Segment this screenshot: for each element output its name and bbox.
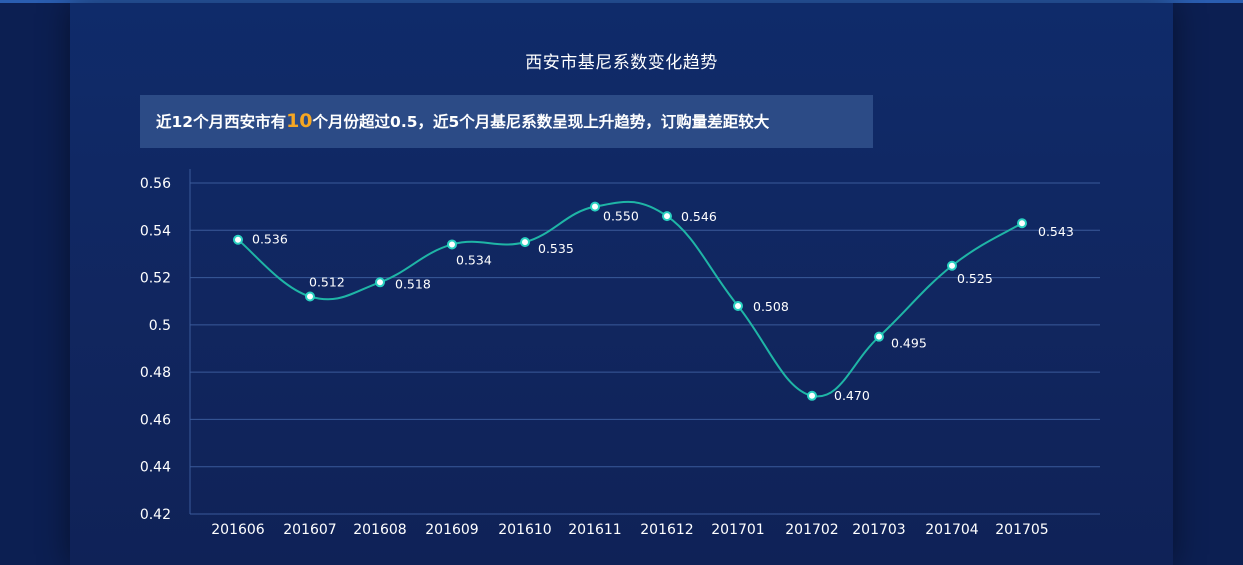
data-value-label: 0.536	[252, 232, 288, 247]
summary-highlight-count: 10	[286, 110, 313, 132]
x-tick-label: 201610	[498, 522, 551, 538]
data-point-marker	[874, 331, 884, 342]
data-point-marker	[520, 237, 530, 248]
y-tick-label: 0.42	[140, 507, 171, 523]
x-tick-label: 201702	[785, 522, 838, 538]
data-value-label: 0.546	[681, 209, 717, 224]
data-value-label: 0.470	[834, 388, 870, 403]
x-tick-label: 201703	[852, 522, 905, 538]
data-value-label: 0.543	[1038, 224, 1074, 239]
data-value-label: 0.534	[456, 252, 492, 267]
series-line	[237, 200, 1023, 398]
y-tick-label: 0.54	[140, 223, 171, 239]
chart-title: 西安市基尼系数变化趋势	[525, 53, 718, 73]
data-point-marker	[1017, 218, 1027, 229]
y-tick-label: 0.56	[140, 176, 171, 192]
data-point-marker	[662, 211, 672, 222]
x-tick-label: 201611	[568, 522, 621, 538]
summary-suffix: 个月份超过0.5，近5个月基尼系数呈现上升趋势，订购量差距较大	[312, 113, 770, 131]
top-accent-line	[0, 0, 1243, 3]
x-tick-label: 201609	[425, 522, 478, 538]
data-value-label: 0.495	[891, 336, 927, 351]
x-tick-label: 201704	[925, 522, 979, 538]
x-axis-ticks: 201606 201607 201608 201609 201610 201611 2016…	[211, 522, 1048, 538]
x-tick-label: 201612	[640, 522, 693, 538]
y-tick-label: 0.46	[140, 412, 171, 428]
x-tick-label: 201607	[283, 522, 336, 538]
summary-banner: 近12个月西安市有10个月份超过0.5，近5个月基尼系数呈现上升趋势，订购量差距…	[140, 95, 873, 148]
data-point-marker	[590, 201, 600, 212]
data-value-label: 0.512	[309, 274, 345, 289]
data-point-marker	[233, 234, 243, 245]
x-tick-label: 201606	[211, 522, 265, 538]
x-tick-label: 201701	[711, 522, 764, 538]
data-point-marker	[305, 291, 315, 302]
x-tick-label: 201608	[353, 522, 406, 538]
y-tick-label: 0.52	[140, 271, 171, 287]
data-value-label: 0.550	[603, 209, 639, 224]
y-tick-label: 0.5	[149, 318, 171, 334]
data-markers	[233, 201, 1027, 401]
data-point-marker	[375, 277, 385, 288]
data-point-marker	[733, 300, 743, 311]
grid-lines	[190, 182, 1100, 515]
data-point-marker	[807, 390, 817, 401]
summary-prefix: 近12个月西安市有	[156, 113, 287, 131]
data-value-label: 0.535	[538, 241, 574, 256]
y-tick-label: 0.44	[140, 460, 171, 476]
y-axis-ticks: 0.42 0.44 0.46 0.48 0.5 0.52 0.54 0.56	[140, 176, 171, 523]
data-value-label: 0.525	[957, 271, 993, 286]
y-tick-label: 0.48	[140, 365, 171, 381]
data-value-label: 0.508	[753, 299, 789, 314]
data-labels: 0.536 0.512 0.518 0.534 0.535 0.550 0.546 0.508…	[252, 209, 1074, 403]
data-value-label: 0.518	[395, 276, 431, 291]
data-point-marker	[447, 239, 457, 250]
data-point-marker	[947, 260, 957, 271]
x-tick-label: 201705	[995, 522, 1048, 538]
